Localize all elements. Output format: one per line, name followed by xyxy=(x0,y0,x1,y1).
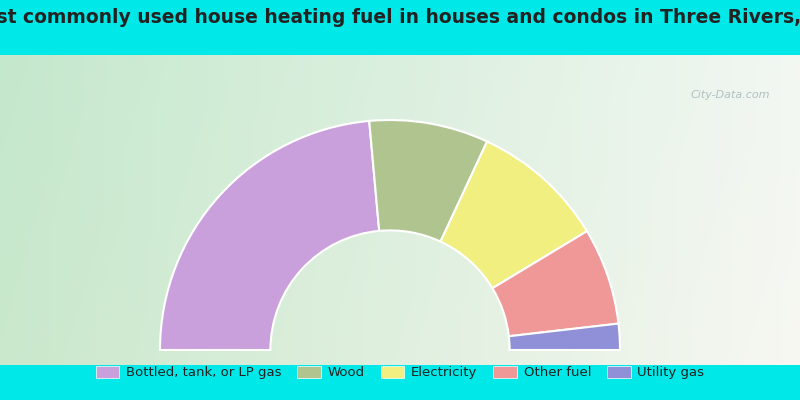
Wedge shape xyxy=(493,231,618,336)
Wedge shape xyxy=(370,120,487,242)
Text: City-Data.com: City-Data.com xyxy=(690,90,770,100)
Wedge shape xyxy=(160,121,379,350)
Text: Most commonly used house heating fuel in houses and condos in Three Rivers, CA: Most commonly used house heating fuel in… xyxy=(0,8,800,27)
Legend: Bottled, tank, or LP gas, Wood, Electricity, Other fuel, Utility gas: Bottled, tank, or LP gas, Wood, Electric… xyxy=(92,362,708,383)
Wedge shape xyxy=(509,324,620,350)
Wedge shape xyxy=(441,142,587,288)
